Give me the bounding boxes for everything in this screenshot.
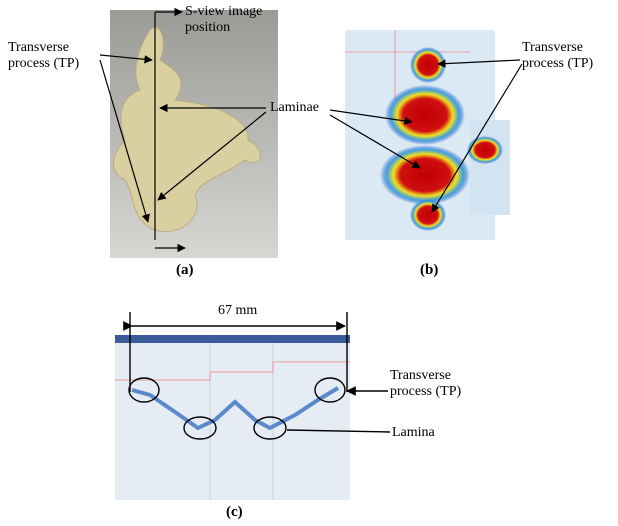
annotation: 67 mm xyxy=(218,303,257,319)
annotation: Lamina xyxy=(392,425,435,441)
panel-label: (c) xyxy=(226,504,243,521)
figure-graphics xyxy=(0,0,618,526)
annotation: Transverse process (TP) xyxy=(522,40,612,72)
vertebra-photo xyxy=(110,10,278,258)
annotation: S-view image position xyxy=(185,4,285,36)
panel-label: (b) xyxy=(420,262,438,279)
annotation: Transverse process (TP) xyxy=(8,40,108,72)
figure: Transverse process (TP) S-view image pos… xyxy=(0,0,618,526)
annotation: Laminae xyxy=(270,100,319,116)
panel-label: (a) xyxy=(176,262,194,279)
annotation: Transverse process (TP) xyxy=(390,368,490,400)
ultrasound-image xyxy=(115,335,350,500)
